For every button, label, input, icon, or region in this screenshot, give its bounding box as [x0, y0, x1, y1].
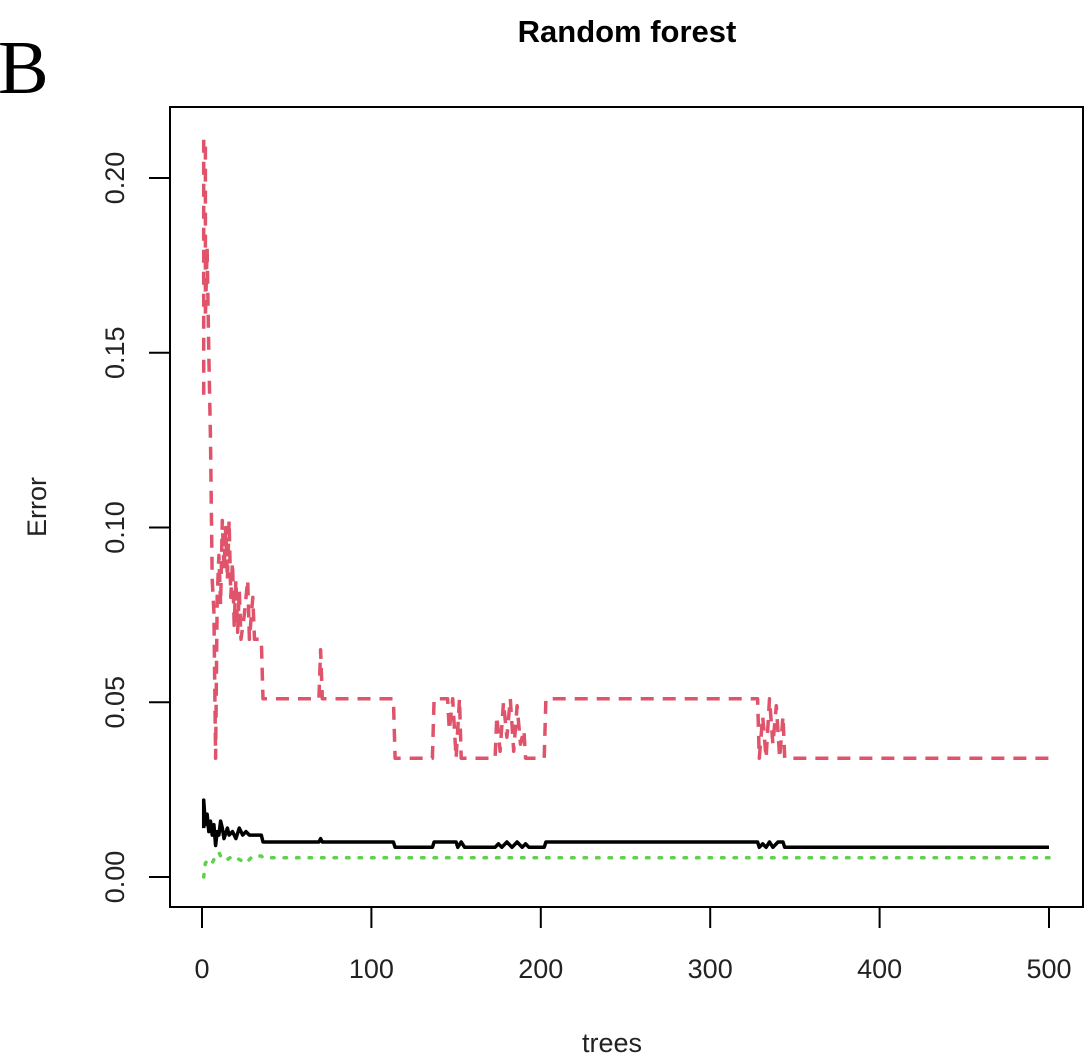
panel-label: B: [0, 26, 49, 110]
y-tick-label: 0.15: [100, 326, 130, 379]
x-tick-label: 200: [518, 954, 563, 984]
y-axis: 0.00 0.05 0.10 0.15 0.20: [100, 152, 171, 904]
series-line-3: [201, 850, 1051, 879]
series-line-2: [201, 798, 1049, 850]
x-tick-label: 300: [688, 954, 733, 984]
series-layer: [201, 137, 1051, 879]
y-tick-label: 0.00: [100, 851, 130, 904]
plot-frame: [169, 106, 1084, 908]
x-axis: 0 100 200 300 400 500: [194, 906, 1072, 984]
series-line-1: [201, 137, 1049, 760]
x-tick-label: 0: [194, 954, 209, 984]
x-tick-label: 400: [857, 954, 902, 984]
x-tick-label: 100: [349, 954, 394, 984]
x-axis-label: trees: [582, 1028, 642, 1058]
x-tick-label: 500: [1026, 954, 1071, 984]
y-tick-label: 0.05: [100, 676, 130, 729]
y-axis-label: Error: [22, 477, 52, 537]
y-tick-label: 0.20: [100, 152, 130, 205]
y-tick-label: 0.10: [100, 501, 130, 554]
chart-title: Random forest: [518, 14, 737, 49]
